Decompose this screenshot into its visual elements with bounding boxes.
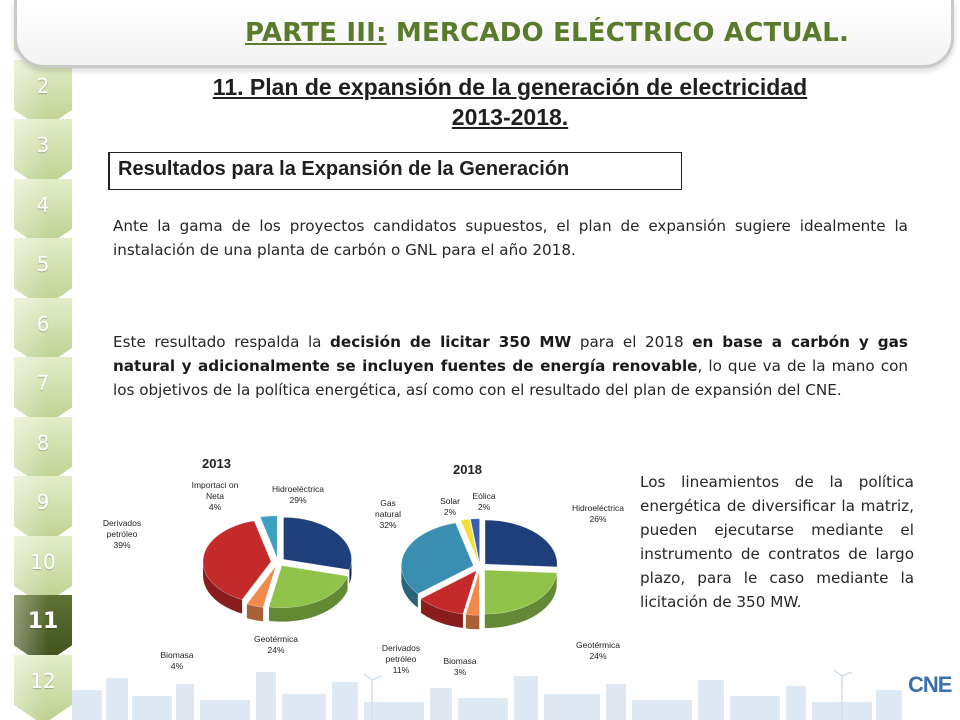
step-number: 3	[36, 133, 50, 157]
pie2013-slice-side-1	[269, 576, 348, 622]
pie2018-slice-3	[420, 570, 477, 615]
pie2018-slice-1	[484, 569, 557, 615]
subtitle-line1: 11. Plan de expansión de la generación d…	[212, 74, 808, 100]
step-number: 9	[36, 490, 50, 514]
title-part: PARTE III:	[245, 18, 387, 48]
pie2018-slice-2	[465, 571, 480, 616]
label-2018-gas: Gas natural 32%	[375, 498, 401, 530]
step-number: 11	[27, 609, 59, 634]
title-rest: MERCADO ELÉCTRICO ACTUAL.	[395, 18, 850, 48]
cne-logo: CNE	[908, 672, 952, 697]
label-2013-derivados: Derivados petróleo 39%	[102, 518, 142, 550]
label-2018-eolica: Eólica 2%	[472, 491, 496, 512]
label-2013-importacion: Importaci on Neta 4%	[191, 480, 239, 512]
step-number: 4	[36, 192, 50, 217]
step-number: 5	[36, 252, 50, 276]
pie2018-slice-side-3	[420, 598, 463, 628]
step-navigation: 123456789101112	[14, 0, 72, 720]
pie2018-slice-4	[401, 522, 474, 595]
step-number: 7	[36, 371, 50, 395]
page-title: PARTE III: MERCADO ELÉCTRICO ACTUAL.	[245, 18, 849, 48]
label-2013-biomasa: Biomasa 4%	[160, 650, 194, 671]
slide-subtitle: 11. Plan de expansión de la generación d…	[100, 72, 920, 132]
step-number: 2	[36, 73, 50, 98]
pie2013-slice-side-2	[246, 604, 264, 622]
city-skyline-decoration	[72, 669, 902, 720]
paragraph-1: Ante la gama de los proyectos candidatos…	[113, 217, 908, 259]
pie2013-slice-side-3	[203, 561, 243, 614]
pie2018-slice-side-4	[401, 566, 418, 608]
pie2013-slice-2	[246, 565, 277, 608]
p2-text3: , lo que va de la mano con los objetivos…	[113, 357, 908, 399]
pie2018-slice-0	[484, 519, 558, 568]
label-2013-hidro: Hidroeléctrica 29%	[272, 484, 324, 505]
chart-2018-title: 2018	[453, 462, 482, 477]
pie2013-slice-3	[202, 520, 272, 600]
step-number: 6	[36, 311, 50, 336]
label-2018-biomasa: Biomasa 3%	[443, 656, 477, 677]
pie2013-slice-side-0	[349, 560, 352, 584]
label-2018-geo: Geotérmica 24%	[576, 640, 620, 661]
p2-bold1: decisión de licitar 350 MW	[330, 333, 572, 351]
side-paragraph: Los lineamientos de la política energéti…	[640, 473, 914, 611]
pie2013-slice-0	[283, 517, 352, 571]
header-banner: PARTE III: MERCADO ELÉCTRICO ACTUAL.	[14, 0, 954, 68]
pie2018-slice-6	[470, 518, 480, 563]
step-number: 8	[36, 430, 50, 455]
pie2018-slice-side-2	[465, 614, 480, 630]
p2-text2: para el 2018	[571, 333, 693, 351]
pie2018-slice-side-1	[484, 572, 557, 629]
subtitle-line2: 2013-2018.	[451, 104, 569, 130]
paragraph-2: Este resultado respalda la decisión de l…	[113, 330, 908, 402]
p2-text1: Este resultado respalda la	[113, 333, 331, 351]
step-number: 10	[30, 549, 56, 574]
label-2018-derivados: Derivados petróleo 11%	[381, 643, 421, 675]
pie2013-slice-1	[268, 565, 349, 608]
chart-2013-title: 2013	[202, 456, 231, 471]
pie2018-slice-5	[460, 518, 479, 563]
step-10[interactable]: 10	[14, 535, 72, 606]
pie-chart-2013	[202, 515, 352, 622]
section-heading: Resultados para la Expansión de la Gener…	[108, 152, 682, 190]
step-12[interactable]: 12	[14, 654, 72, 720]
step-number: 12	[30, 668, 56, 693]
label-2018-hidro: Hidroeléctrica 26%	[572, 503, 624, 524]
pie-chart-2018	[401, 518, 558, 630]
label-2013-geo: Geotérmica 24%	[254, 634, 298, 655]
label-2018-solar: Solar 2%	[440, 496, 460, 517]
p2-bold2: en base a carbón y gas natural y adicion…	[113, 333, 908, 375]
pie2013-slice-4	[259, 515, 278, 558]
